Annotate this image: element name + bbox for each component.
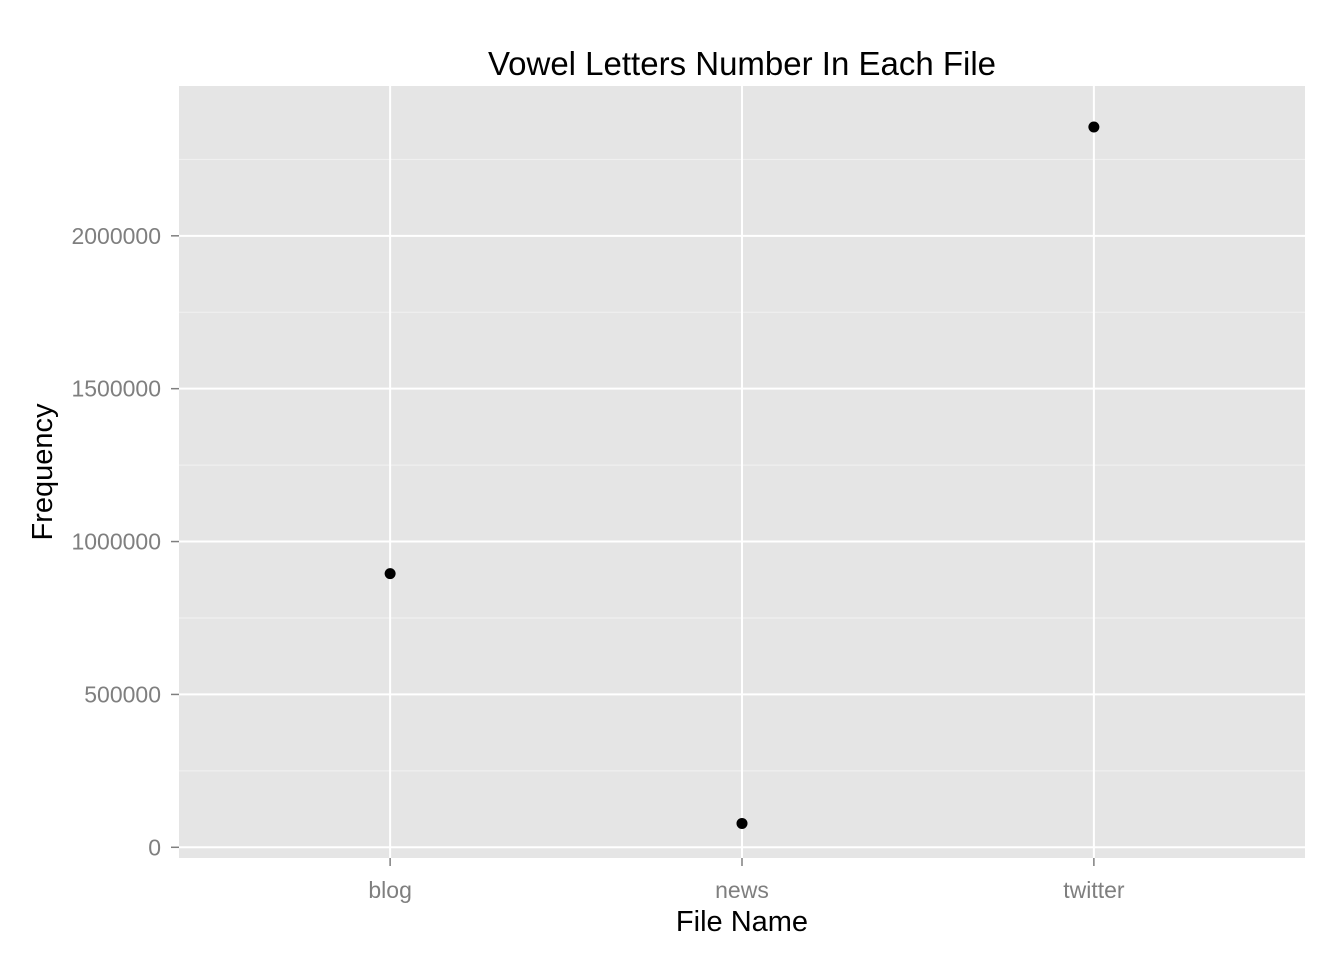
data-point xyxy=(1088,121,1100,133)
chart-title: Vowel Letters Number In Each File xyxy=(488,45,996,82)
data-point xyxy=(736,817,748,829)
x-axis: blog news twitter xyxy=(368,858,1125,903)
y-tick-label: 500000 xyxy=(84,681,161,707)
y-tick-label: 1000000 xyxy=(71,529,161,555)
y-axis: 0 500000 1000000 1500000 2000000 xyxy=(71,223,179,860)
y-axis-title: Frequency xyxy=(27,403,59,541)
x-tick-label: twitter xyxy=(1063,877,1125,903)
y-tick-label: 2000000 xyxy=(71,223,161,249)
x-tick-label: blog xyxy=(368,877,411,903)
x-tick-label: news xyxy=(715,877,769,903)
y-tick-label: 1500000 xyxy=(71,376,161,402)
x-axis-title: File Name xyxy=(676,906,808,938)
major-gridlines xyxy=(179,86,1305,858)
data-point xyxy=(384,568,396,580)
y-tick-label: 0 xyxy=(148,834,161,860)
data-points xyxy=(384,121,1100,829)
